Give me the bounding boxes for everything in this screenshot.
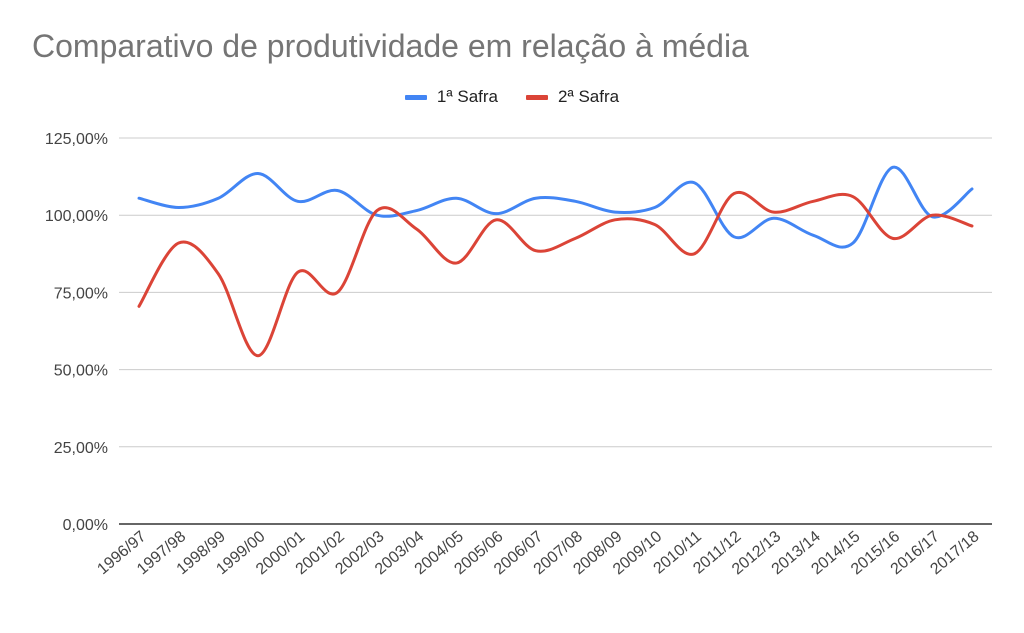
data-point-series-2[interactable] (451, 258, 461, 268)
data-point-series-1[interactable] (531, 193, 541, 203)
chart-title: Comparativo de produtividade em relação … (32, 28, 749, 64)
y-tick-label: 0,00% (63, 517, 108, 534)
data-point-series-2[interactable] (174, 238, 184, 248)
data-point-series-2[interactable] (729, 189, 739, 199)
legend-item-series-1[interactable]: 1ª Safra (404, 87, 498, 107)
data-point-series-1[interactable] (888, 162, 898, 172)
data-point-series-2[interactable] (650, 219, 660, 229)
y-tick-label: 125,00% (45, 131, 108, 148)
y-tick-label: 100,00% (45, 208, 108, 225)
data-point-series-1[interactable] (293, 196, 303, 206)
data-point-series-1[interactable] (848, 238, 858, 248)
series-line-2[interactable] (137, 190, 974, 358)
data-point-series-2[interactable] (372, 206, 382, 216)
data-point-series-1[interactable] (253, 169, 263, 179)
data-point-series-1[interactable] (412, 206, 422, 216)
data-point-series-2[interactable] (888, 233, 898, 243)
data-point-series-1[interactable] (689, 178, 699, 188)
grid-layer (119, 137, 992, 525)
data-point-series-1[interactable] (213, 193, 223, 203)
data-point-series-2[interactable] (689, 249, 699, 259)
data-point-series-1[interactable] (808, 230, 818, 240)
data-point-series-1[interactable] (650, 202, 660, 212)
data-point-series-1[interactable] (570, 196, 580, 206)
data-point-series-2[interactable] (570, 233, 580, 243)
data-point-series-1[interactable] (134, 193, 144, 203)
data-point-series-2[interactable] (927, 210, 937, 220)
y-tick-label: 25,00% (54, 440, 108, 457)
x-axis-ticks: 1996/971997/981998/991999/002000/012001/… (94, 528, 982, 578)
legend-swatch-series-1 (404, 94, 427, 100)
data-point-series-2[interactable] (293, 267, 303, 277)
legend-label-series-2: 2ª Safra (558, 87, 620, 106)
legend-item-series-2[interactable]: 2ª Safra (526, 87, 619, 107)
data-point-series-2[interactable] (610, 215, 620, 225)
data-point-series-2[interactable] (769, 207, 779, 217)
data-point-series-1[interactable] (174, 202, 184, 212)
data-point-series-2[interactable] (967, 221, 977, 231)
data-point-series-2[interactable] (848, 192, 858, 202)
data-point-series-1[interactable] (729, 232, 739, 242)
chart-legend: 1ª Safra 2ª Safra (0, 87, 1024, 107)
y-axis-ticks: 0,00% 25,00% 50,00% 75,00% 100,00% 125,00% (45, 131, 108, 534)
data-point-series-2[interactable] (134, 301, 144, 311)
data-point-series-2[interactable] (491, 215, 501, 225)
data-point-series-2[interactable] (213, 269, 223, 279)
data-point-series-2[interactable] (808, 196, 818, 206)
data-point-series-1[interactable] (967, 184, 977, 194)
data-point-series-2[interactable] (332, 287, 342, 297)
legend-label-series-1: 1ª Safra (436, 87, 498, 106)
legend-swatch-series-2 (526, 94, 548, 100)
data-point-series-2[interactable] (412, 224, 422, 234)
data-point-series-2[interactable] (253, 351, 263, 361)
y-tick-label: 75,00% (54, 285, 108, 302)
data-point-series-1[interactable] (332, 185, 342, 195)
series-line-1[interactable] (137, 165, 974, 249)
data-point-series-1[interactable] (451, 193, 461, 203)
series-layer (134, 162, 977, 361)
data-point-series-2[interactable] (531, 246, 541, 256)
y-tick-label: 50,00% (54, 363, 108, 380)
